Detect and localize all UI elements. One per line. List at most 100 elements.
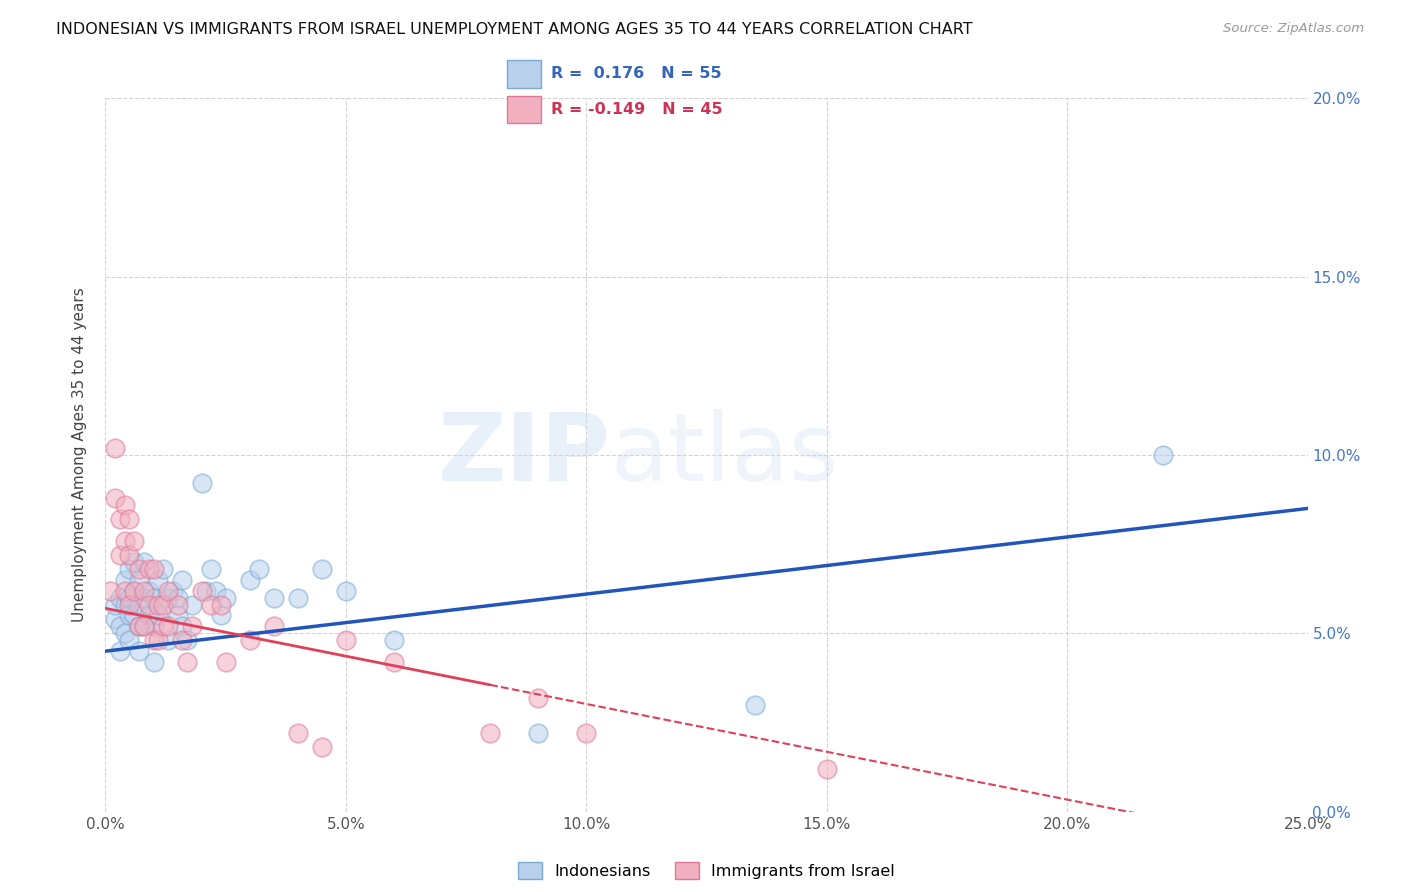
- Point: [239, 573, 262, 587]
- Point: [247, 562, 270, 576]
- Point: [118, 591, 141, 605]
- Point: [132, 555, 155, 569]
- Point: [181, 598, 204, 612]
- Point: [214, 655, 236, 669]
- Point: [124, 583, 146, 598]
- Text: R = -0.149   N = 45: R = -0.149 N = 45: [551, 102, 723, 117]
- Point: [118, 562, 141, 576]
- Point: [287, 726, 309, 740]
- Point: [479, 726, 502, 740]
- Point: [156, 633, 179, 648]
- Point: [132, 583, 155, 598]
- Point: [98, 583, 121, 598]
- Point: [239, 633, 262, 648]
- Point: [311, 562, 333, 576]
- Point: [118, 548, 141, 562]
- Point: [200, 562, 222, 576]
- Point: [128, 598, 150, 612]
- Point: [148, 598, 170, 612]
- Point: [114, 533, 136, 548]
- Point: [190, 476, 212, 491]
- Point: [114, 583, 136, 598]
- Point: [172, 619, 194, 633]
- Point: [190, 583, 212, 598]
- Point: [214, 591, 236, 605]
- Bar: [508, 61, 541, 87]
- Point: [527, 726, 550, 740]
- Point: [142, 562, 165, 576]
- Point: [124, 555, 146, 569]
- Point: [128, 619, 150, 633]
- Point: [104, 491, 127, 505]
- Point: [114, 626, 136, 640]
- Point: [1152, 448, 1174, 462]
- Legend: Indonesians, Immigrants from Israel: Indonesians, Immigrants from Israel: [512, 855, 901, 886]
- Point: [335, 583, 357, 598]
- Point: [104, 441, 127, 455]
- Point: [176, 655, 198, 669]
- Point: [118, 512, 141, 526]
- Point: [166, 591, 188, 605]
- Point: [152, 598, 174, 612]
- Point: [172, 573, 194, 587]
- Bar: [508, 96, 541, 123]
- Point: [132, 619, 155, 633]
- Point: [142, 591, 165, 605]
- Point: [172, 633, 194, 648]
- Point: [138, 562, 160, 576]
- Point: [124, 608, 146, 623]
- Point: [166, 608, 188, 623]
- Point: [118, 598, 141, 612]
- Text: atlas: atlas: [610, 409, 838, 501]
- Point: [142, 619, 165, 633]
- Point: [104, 612, 127, 626]
- Point: [138, 583, 160, 598]
- Point: [263, 591, 285, 605]
- Point: [108, 548, 131, 562]
- Point: [132, 591, 155, 605]
- Point: [128, 573, 150, 587]
- Point: [205, 583, 228, 598]
- Point: [209, 608, 232, 623]
- Point: [176, 633, 198, 648]
- Point: [118, 633, 141, 648]
- Point: [108, 591, 131, 605]
- Point: [166, 598, 188, 612]
- Point: [311, 740, 333, 755]
- Point: [148, 608, 170, 623]
- Text: R =  0.176   N = 55: R = 0.176 N = 55: [551, 67, 721, 81]
- Point: [118, 608, 141, 623]
- Point: [156, 619, 179, 633]
- Point: [263, 619, 285, 633]
- Point: [114, 498, 136, 512]
- Point: [156, 583, 179, 598]
- Text: INDONESIAN VS IMMIGRANTS FROM ISRAEL UNEMPLOYMENT AMONG AGES 35 TO 44 YEARS CORR: INDONESIAN VS IMMIGRANTS FROM ISRAEL UNE…: [56, 22, 973, 37]
- Point: [124, 583, 146, 598]
- Point: [114, 573, 136, 587]
- Point: [108, 512, 131, 526]
- Point: [152, 562, 174, 576]
- Point: [128, 644, 150, 658]
- Point: [132, 619, 155, 633]
- Point: [575, 726, 598, 740]
- Point: [104, 598, 127, 612]
- Point: [114, 598, 136, 612]
- Point: [335, 633, 357, 648]
- Point: [527, 690, 550, 705]
- Point: [200, 598, 222, 612]
- Point: [156, 591, 179, 605]
- Point: [138, 598, 160, 612]
- Point: [162, 583, 184, 598]
- Point: [148, 573, 170, 587]
- Point: [142, 633, 165, 648]
- Point: [209, 598, 232, 612]
- Point: [128, 562, 150, 576]
- Point: [382, 633, 405, 648]
- Point: [148, 633, 170, 648]
- Point: [287, 591, 309, 605]
- Point: [108, 644, 131, 658]
- Point: [181, 619, 204, 633]
- Point: [142, 655, 165, 669]
- Text: ZIP: ZIP: [437, 409, 610, 501]
- Point: [744, 698, 766, 712]
